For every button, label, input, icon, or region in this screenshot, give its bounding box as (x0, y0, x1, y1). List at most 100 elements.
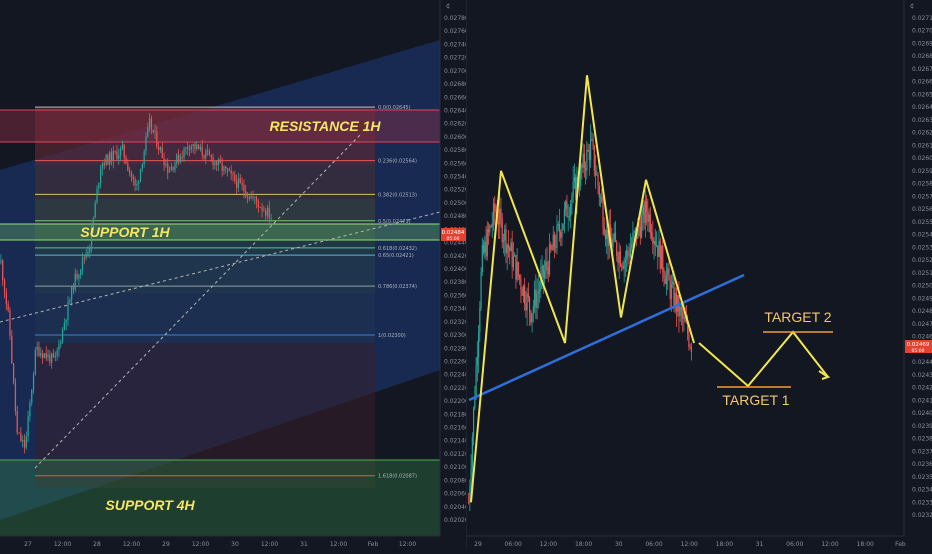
right-price-tag: 0.02469 05:00 (905, 340, 932, 354)
right-candle-body (680, 306, 683, 312)
left-candle-body (11, 335, 13, 364)
fib-level-label: 0.786(0.02374) (378, 284, 417, 290)
left-x-axis[interactable]: 27 12:00 28 12:00 29 12:00 30 12:00 31 12:00 Feb 12… (24, 541, 416, 548)
right-candle-body (567, 216, 569, 218)
right-candle-body (475, 365, 477, 397)
left-candle-body (219, 159, 221, 163)
right-candle-body (561, 229, 563, 238)
left-candle-body (212, 157, 214, 166)
left-candle-body (123, 144, 125, 158)
right-x-tick-label: 30 (615, 541, 623, 548)
right-candle-body (494, 203, 496, 212)
fib-level-label: 1.618(0.02087) (378, 474, 417, 480)
left-chart-svg[interactable]: 0.0(0.02645) 0.236(0.02564) 0.382(0.02513)… (0, 0, 469, 550)
right-candle-body (612, 239, 614, 248)
right-candle-body (658, 240, 660, 258)
right-candle-body (591, 139, 593, 140)
right-candle-body (509, 247, 511, 252)
left-candle-body (265, 210, 267, 216)
right-candle-body (489, 226, 491, 233)
left-candle-body (226, 168, 229, 172)
right-chart-svg[interactable]: TARGET 1 TARGET 2 0.027100.027000.026900… (465, 0, 932, 550)
left-candle-body (45, 353, 47, 358)
left-candle-body (58, 343, 60, 351)
right-candle-body (689, 346, 691, 348)
left-candle-body (107, 155, 109, 165)
right-candle-body (585, 167, 587, 171)
right-candle-body (538, 288, 541, 292)
right-candle-body (650, 232, 653, 237)
right-candle-body (644, 201, 646, 224)
right-candle-body (639, 226, 641, 238)
right-candle-body (632, 233, 634, 244)
left-candles-group (0, 113, 272, 454)
left-candle-body (32, 374, 35, 391)
left-candle-body (148, 118, 151, 127)
left-candle-body (47, 354, 49, 358)
right-candle-body (477, 332, 480, 358)
left-candle-body (20, 433, 22, 442)
right-candle-body (481, 245, 483, 272)
right-candle-body (594, 170, 597, 176)
left-candle-body (83, 257, 85, 259)
right-candle-body (512, 256, 515, 267)
left-candle-body (65, 319, 67, 324)
left-y-tick-label: 0.02300 (444, 332, 466, 339)
left-plot-area[interactable]: 0.0(0.02645) 0.236(0.02564) 0.382(0.02513)… (0, 40, 440, 536)
left-candle-body (154, 131, 156, 133)
right-candle-body (479, 308, 481, 333)
left-candle-body (90, 227, 93, 248)
support-1h-box (0, 224, 440, 240)
left-candle-body (141, 164, 143, 169)
left-candle-body (257, 201, 260, 208)
right-candle-body (663, 271, 665, 279)
right-x-axis[interactable]: 29 06:00 12:00 18:00 30 06:00 12:00 18:00 31 06:0… (474, 541, 906, 548)
right-candle-body (525, 303, 527, 311)
right-candle-body (621, 265, 623, 267)
right-candle-body (599, 197, 602, 199)
left-candle-body (69, 300, 71, 302)
right-candle-body (596, 174, 598, 176)
right-candle-body (674, 292, 676, 308)
left-candle-body (76, 273, 78, 279)
left-candle-body (248, 197, 250, 199)
right-candle-body (665, 274, 668, 284)
left-candle-body (2, 260, 4, 281)
fib-level-label: 0.5(0.02473) (378, 219, 411, 225)
right-candle-body (469, 486, 471, 503)
left-candle-body (109, 152, 111, 165)
left-candle-body (31, 390, 33, 403)
left-chart-panel[interactable]: 0.0(0.02645) 0.236(0.02564) 0.382(0.02513)… (0, 0, 469, 550)
right-candle-body (578, 186, 580, 187)
left-candle-body (174, 163, 176, 170)
right-plot-area[interactable]: TARGET 1 TARGET 2 (468, 75, 833, 512)
right-candle-body (602, 201, 604, 228)
left-candle-body (38, 346, 40, 356)
right-chart-panel[interactable]: TARGET 1 TARGET 2 0.027100.027000.026900… (465, 0, 932, 550)
left-candle-body (172, 166, 174, 170)
left-currency-mark: ₵ (446, 3, 450, 10)
right-candle-body (505, 229, 507, 254)
left-candle-body (132, 177, 134, 180)
